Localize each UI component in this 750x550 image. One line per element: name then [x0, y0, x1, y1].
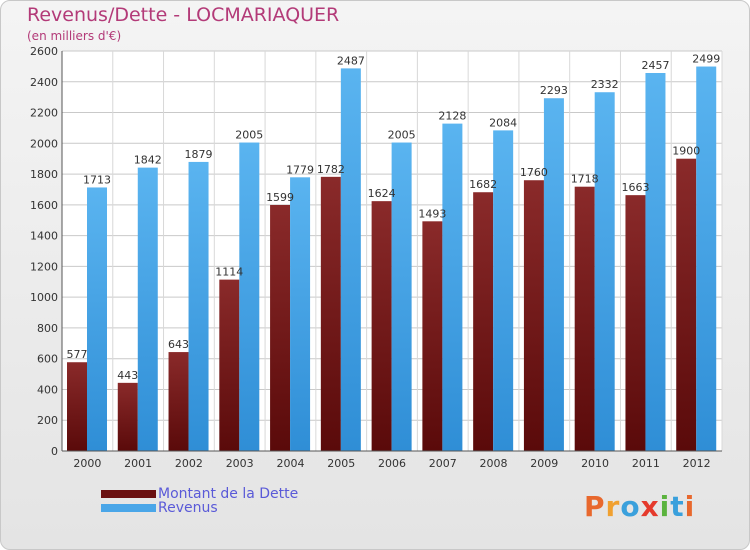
- bar-debt: [371, 201, 392, 451]
- x-tick-label: 2005: [327, 457, 355, 470]
- y-tick-label: 200: [37, 414, 58, 427]
- x-tick-label: 2008: [480, 457, 508, 470]
- data-label-debt: 1682: [469, 178, 497, 191]
- data-label-debt: 443: [117, 369, 138, 382]
- logo-letter: r: [605, 490, 621, 523]
- bar-debt: [422, 221, 443, 451]
- bar-debt: [168, 352, 189, 451]
- legend-swatch-revenue: [101, 504, 156, 512]
- y-tick-label: 400: [37, 383, 58, 396]
- y-tick-label: 2400: [30, 76, 58, 89]
- bar-debt: [270, 205, 291, 451]
- bar-debt: [676, 158, 697, 451]
- y-tick-label: 1200: [30, 260, 58, 273]
- data-label-debt: 1900: [672, 145, 700, 158]
- x-tick-label: 2000: [73, 457, 101, 470]
- bar-revenue: [594, 92, 615, 451]
- bar-revenue: [290, 177, 311, 452]
- data-label-revenue: 1779: [286, 163, 314, 176]
- y-tick-label: 1600: [30, 199, 58, 212]
- y-tick-label: 1400: [30, 230, 58, 243]
- bar-revenue: [137, 167, 158, 451]
- data-label-revenue: 2128: [438, 110, 466, 123]
- legend-item-revenue: Revenus: [101, 501, 298, 515]
- data-label-revenue: 2499: [692, 53, 720, 66]
- data-label-revenue: 2332: [591, 78, 619, 91]
- data-label-revenue: 2084: [489, 116, 517, 129]
- x-tick-label: 2004: [276, 457, 304, 470]
- proxiti-logo: Proxiti: [584, 490, 695, 523]
- logo-letter: P: [584, 490, 606, 523]
- data-label-revenue: 1713: [83, 173, 111, 186]
- bar-debt: [574, 186, 595, 451]
- logo-letter: t: [670, 490, 685, 523]
- bar-revenue: [87, 187, 107, 451]
- chart-legend: Montant de la Dette Revenus: [101, 487, 298, 515]
- bar-debt: [219, 279, 240, 451]
- bar-debt: [473, 192, 494, 451]
- data-label-revenue: 2005: [235, 129, 263, 142]
- chart-title: Revenus/Dette - LOCMARIAQUER: [27, 4, 340, 26]
- bar-debt: [117, 382, 138, 451]
- x-tick-label: 2003: [226, 457, 254, 470]
- bar-revenue: [340, 68, 361, 451]
- x-tick-label: 2009: [530, 457, 558, 470]
- data-label-debt: 577: [67, 348, 88, 361]
- data-label-revenue: 2005: [388, 129, 416, 142]
- data-label-revenue: 2457: [641, 59, 669, 72]
- y-tick-label: 2600: [30, 45, 58, 58]
- data-label-debt: 1663: [621, 181, 649, 194]
- data-label-debt: 1718: [571, 173, 599, 186]
- y-tick-label: 2000: [30, 137, 58, 150]
- data-label-revenue: 1879: [185, 148, 213, 161]
- y-tick-label: 600: [37, 353, 58, 366]
- y-tick-label: 0: [51, 445, 58, 458]
- data-label-debt: 1599: [266, 191, 294, 204]
- legend-label-revenue: Revenus: [158, 500, 218, 516]
- data-label-revenue: 1842: [134, 154, 162, 167]
- bar-revenue: [391, 142, 412, 452]
- legend-swatch-debt: [101, 490, 156, 498]
- y-tick-label: 2200: [30, 107, 58, 120]
- y-tick-label: 1800: [30, 168, 58, 181]
- bar-debt: [67, 362, 87, 451]
- bar-revenue: [543, 98, 564, 451]
- bar-revenue: [188, 161, 209, 451]
- x-tick-label: 2002: [175, 457, 203, 470]
- data-label-debt: 1760: [520, 166, 548, 179]
- x-tick-label: 2011: [632, 457, 660, 470]
- data-label-debt: 1624: [368, 187, 396, 200]
- logo-letter: i: [684, 490, 696, 523]
- bar-revenue: [442, 123, 463, 451]
- bar-revenue: [696, 66, 717, 452]
- data-label-debt: 1782: [317, 163, 345, 176]
- bar-revenue: [493, 130, 514, 451]
- bar-debt: [523, 180, 544, 451]
- bar-revenue: [645, 73, 666, 451]
- x-tick-label: 2006: [378, 457, 406, 470]
- data-label-debt: 1114: [215, 266, 243, 279]
- logo-letter: i: [659, 490, 671, 523]
- x-tick-label: 2007: [429, 457, 457, 470]
- data-label-debt: 1493: [418, 207, 446, 220]
- data-label-revenue: 2293: [540, 84, 568, 97]
- legend-item-debt: Montant de la Dette: [101, 487, 298, 501]
- data-label-debt: 643: [168, 338, 189, 351]
- y-tick-label: 1000: [30, 291, 58, 304]
- bar-debt: [625, 195, 646, 451]
- chart-subtitle: (en milliers d'€): [27, 29, 122, 43]
- logo-letter: o: [620, 490, 641, 523]
- x-tick-label: 2001: [124, 457, 152, 470]
- y-tick-label: 800: [37, 322, 58, 335]
- logo-letter: x: [640, 490, 660, 523]
- bar-debt: [320, 176, 341, 451]
- legend-label-debt: Montant de la Dette: [158, 486, 299, 502]
- data-label-revenue: 2487: [337, 54, 365, 67]
- x-tick-label: 2010: [581, 457, 609, 470]
- x-tick-label: 2012: [683, 457, 711, 470]
- bar-revenue: [239, 142, 260, 452]
